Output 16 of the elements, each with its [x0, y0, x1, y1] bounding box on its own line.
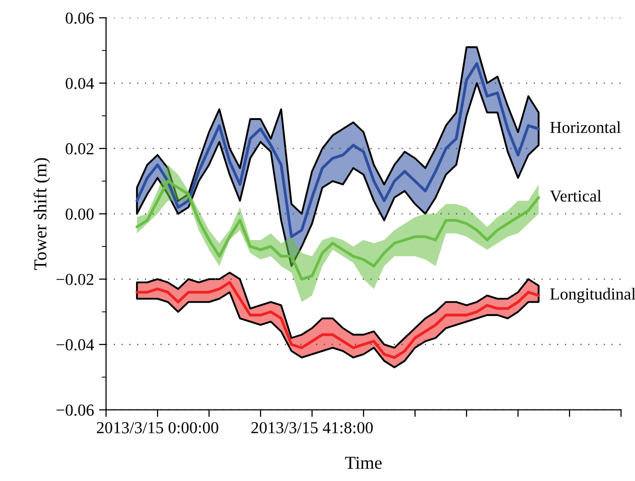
y-tick-label: −0.02 — [56, 274, 94, 286]
x-axis-title: Time — [345, 456, 382, 469]
y-tick-label: −0.06 — [56, 404, 94, 416]
y-tick-label: 0.04 — [66, 78, 94, 90]
series-label: Vertical — [550, 190, 602, 202]
y-tick-label: 0.00 — [66, 208, 94, 220]
y-tick-label: −0.04 — [56, 339, 94, 350]
line-series — [136, 180, 540, 281]
line-series — [136, 62, 540, 238]
line-series — [136, 281, 540, 359]
series-label: Horizontal — [550, 121, 621, 134]
y-tick-label: 0.06 — [66, 12, 94, 24]
x-tick-label: 2013/3/15 0:00:00 — [96, 422, 218, 434]
y-tick-label: 0.02 — [66, 143, 94, 154]
y-axis-title: Tower shift (m) — [34, 158, 50, 270]
x-tick-label: 2013/3/15 41:8:00 — [251, 422, 373, 434]
